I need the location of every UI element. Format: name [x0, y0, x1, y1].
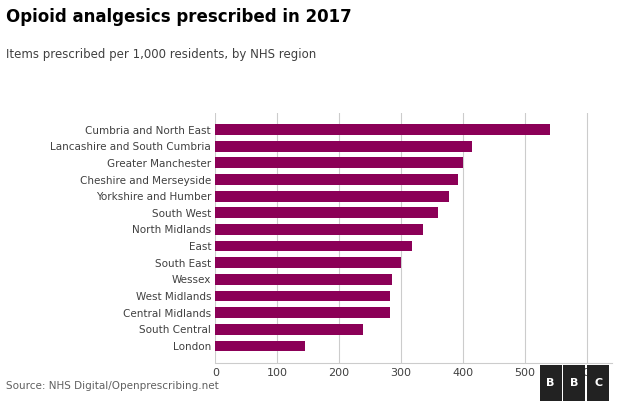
Text: B: B [570, 378, 578, 388]
Bar [215, 158, 463, 168]
Bar [215, 324, 363, 335]
Bar [215, 208, 438, 218]
Text: Opioid analgesics prescribed in 2017: Opioid analgesics prescribed in 2017 [6, 8, 352, 26]
Text: B: B [547, 378, 555, 388]
Bar [215, 124, 550, 135]
Bar [215, 141, 472, 152]
Bar [215, 307, 391, 318]
Text: C: C [594, 378, 602, 388]
Bar [215, 224, 422, 235]
Bar [215, 174, 458, 185]
Bar [215, 341, 305, 351]
Bar [215, 258, 401, 268]
Bar [215, 241, 412, 251]
Text: Items prescribed per 1,000 residents, by NHS region: Items prescribed per 1,000 residents, by… [6, 48, 316, 61]
Bar [215, 291, 391, 301]
Bar [215, 191, 449, 202]
Text: Source: NHS Digital/Openprescribing.net: Source: NHS Digital/Openprescribing.net [6, 381, 219, 391]
Bar [215, 274, 392, 285]
